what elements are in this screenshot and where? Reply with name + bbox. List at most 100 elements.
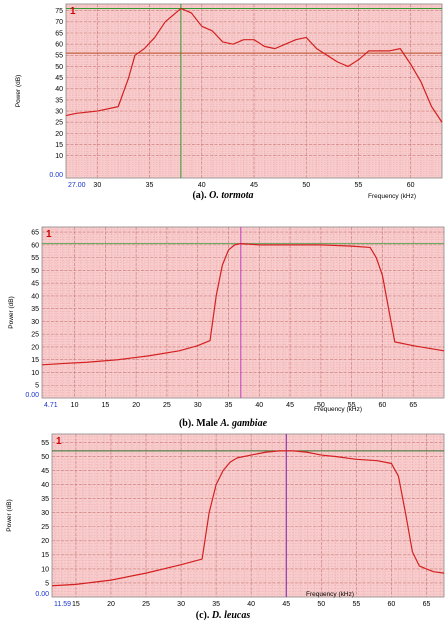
x-tick-label: 50 [317, 601, 325, 608]
caption-prefix: (b). Male [179, 418, 220, 429]
y-tick-label: 15 [41, 552, 49, 559]
x-tick-label: 40 [247, 601, 255, 608]
y-tick-label: 20 [41, 538, 49, 545]
x-start-label: 11.59 [54, 601, 71, 608]
x-tick-label: 15 [101, 402, 109, 409]
y-tick-label: 75 [55, 8, 63, 15]
y-tick-label: 30 [31, 319, 39, 326]
y-tick-label: 35 [41, 496, 49, 503]
spectrum-series-line [41, 242, 445, 366]
y-tick-label: 35 [31, 306, 39, 313]
x-tick-label: 35 [225, 402, 233, 409]
y-tick-label: 50 [55, 64, 63, 71]
y-start-label: 0.00 [25, 392, 39, 399]
caption-species: O. tormota [209, 190, 253, 201]
y-tick-label: 65 [31, 230, 39, 237]
x-tick-label: 35 [212, 601, 220, 608]
panel-caption: (c). D. leucas [196, 610, 251, 621]
x-tick-label: 60 [407, 182, 415, 189]
y-tick-label: 60 [55, 42, 63, 49]
chart-panel-2: 5 10 15 20 25 30 35 40 45 50 55 60 65 0.00 10 15 20 25 30 3… [8, 226, 445, 429]
x-axis-label: Frequency (kHz) [368, 193, 416, 200]
y-tick-label: 50 [41, 454, 49, 461]
x-tick-label: 65 [409, 402, 417, 409]
chart-panel-3: 5 10 15 20 25 30 35 40 45 50 55 0.00 15 20 25 30 35 40 45 5… [6, 433, 445, 621]
y-tick-label: 25 [31, 332, 39, 339]
spectrum-series-line [51, 450, 445, 587]
x-tick-label: 55 [352, 601, 360, 608]
y-axis-label: Power (dB) [6, 499, 13, 532]
y-tick-label: 5 [45, 580, 49, 587]
plot-border [65, 3, 443, 179]
x-start-label: 4.71 [44, 402, 58, 409]
x-tick-label: 35 [146, 182, 154, 189]
y-tick-label: 50 [31, 268, 39, 275]
y-tick-label: 65 [55, 30, 63, 37]
y-tick-label: 60 [31, 242, 39, 249]
y-tick-label: 40 [55, 86, 63, 93]
x-tick-label: 60 [379, 402, 387, 409]
caption-species: D. leucas [211, 610, 250, 621]
y-start-label: 0.00 [49, 172, 63, 179]
x-tick-label: 25 [163, 402, 171, 409]
y-tick-label: 30 [55, 108, 63, 115]
plot-border [41, 226, 445, 399]
plot-border [51, 433, 445, 598]
x-tick-label: 10 [71, 402, 79, 409]
y-start-label: 0.00 [35, 591, 49, 598]
y-tick-label: 10 [41, 566, 49, 573]
y-tick-label: 45 [31, 281, 39, 288]
x-start-label: 27.00 [68, 182, 86, 189]
x-tick-label: 40 [255, 402, 263, 409]
y-axis-label: Power (dB) [15, 75, 22, 108]
x-tick-label: 45 [282, 601, 290, 608]
x-tick-label: 45 [250, 182, 258, 189]
x-axis-label: Frequency (kHz) [314, 406, 362, 413]
y-tick-label: 20 [55, 131, 63, 138]
plot-background [42, 227, 444, 398]
x-tick-label: 20 [132, 402, 140, 409]
y-tick-label: 15 [31, 357, 39, 364]
panel-caption: (a). O. tormota [192, 190, 253, 201]
spectrum-series-line [65, 7, 443, 123]
y-tick-label: 40 [41, 482, 49, 489]
y-tick-label: 10 [55, 153, 63, 160]
caption-species: A. gambiae [219, 418, 267, 429]
x-tick-label: 25 [142, 601, 150, 608]
y-tick-label: 55 [31, 255, 39, 262]
y-tick-label: 15 [55, 142, 63, 149]
x-tick-label: 30 [194, 402, 202, 409]
y-tick-label: 40 [31, 293, 39, 300]
y-tick-label: 20 [31, 344, 39, 351]
x-tick-label: 20 [107, 601, 115, 608]
x-tick-label: 60 [388, 601, 396, 608]
y-tick-label: 5 [35, 383, 39, 390]
y-tick-label: 45 [41, 468, 49, 475]
x-tick-label: 50 [317, 402, 325, 409]
y-tick-label: 25 [41, 524, 49, 531]
x-tick-label: 30 [177, 601, 185, 608]
y-tick-label: 55 [55, 53, 63, 60]
y-tick-label: 35 [55, 97, 63, 104]
y-tick-label: 10 [31, 370, 39, 377]
caption-prefix: (c). [196, 610, 212, 621]
x-tick-label: 55 [355, 182, 363, 189]
caption-prefix: (a). [192, 190, 209, 201]
x-tick-label: 45 [286, 402, 294, 409]
y-tick-label: 70 [55, 19, 63, 26]
chart-panel-1: 10 15 20 25 30 35 40 45 50 55 60 65 70 75 0.00 30 35 40 45… [15, 3, 443, 201]
panel-caption: (b). Male A. gambiae [179, 418, 268, 429]
panel-number-badge: 1 [56, 436, 62, 447]
panel-number-badge: 1 [70, 6, 76, 17]
x-tick-label: 15 [72, 601, 80, 608]
panel-number-badge: 1 [46, 229, 52, 240]
x-tick-label: 50 [302, 182, 310, 189]
y-tick-label: 45 [55, 75, 63, 82]
x-tick-label: 40 [198, 182, 206, 189]
x-tick-label: 30 [93, 182, 101, 189]
y-tick-label: 30 [41, 510, 49, 517]
x-axis-label: Frequency (kHz) [306, 591, 354, 598]
y-tick-label: 25 [55, 120, 63, 127]
y-tick-label: 55 [41, 440, 49, 447]
